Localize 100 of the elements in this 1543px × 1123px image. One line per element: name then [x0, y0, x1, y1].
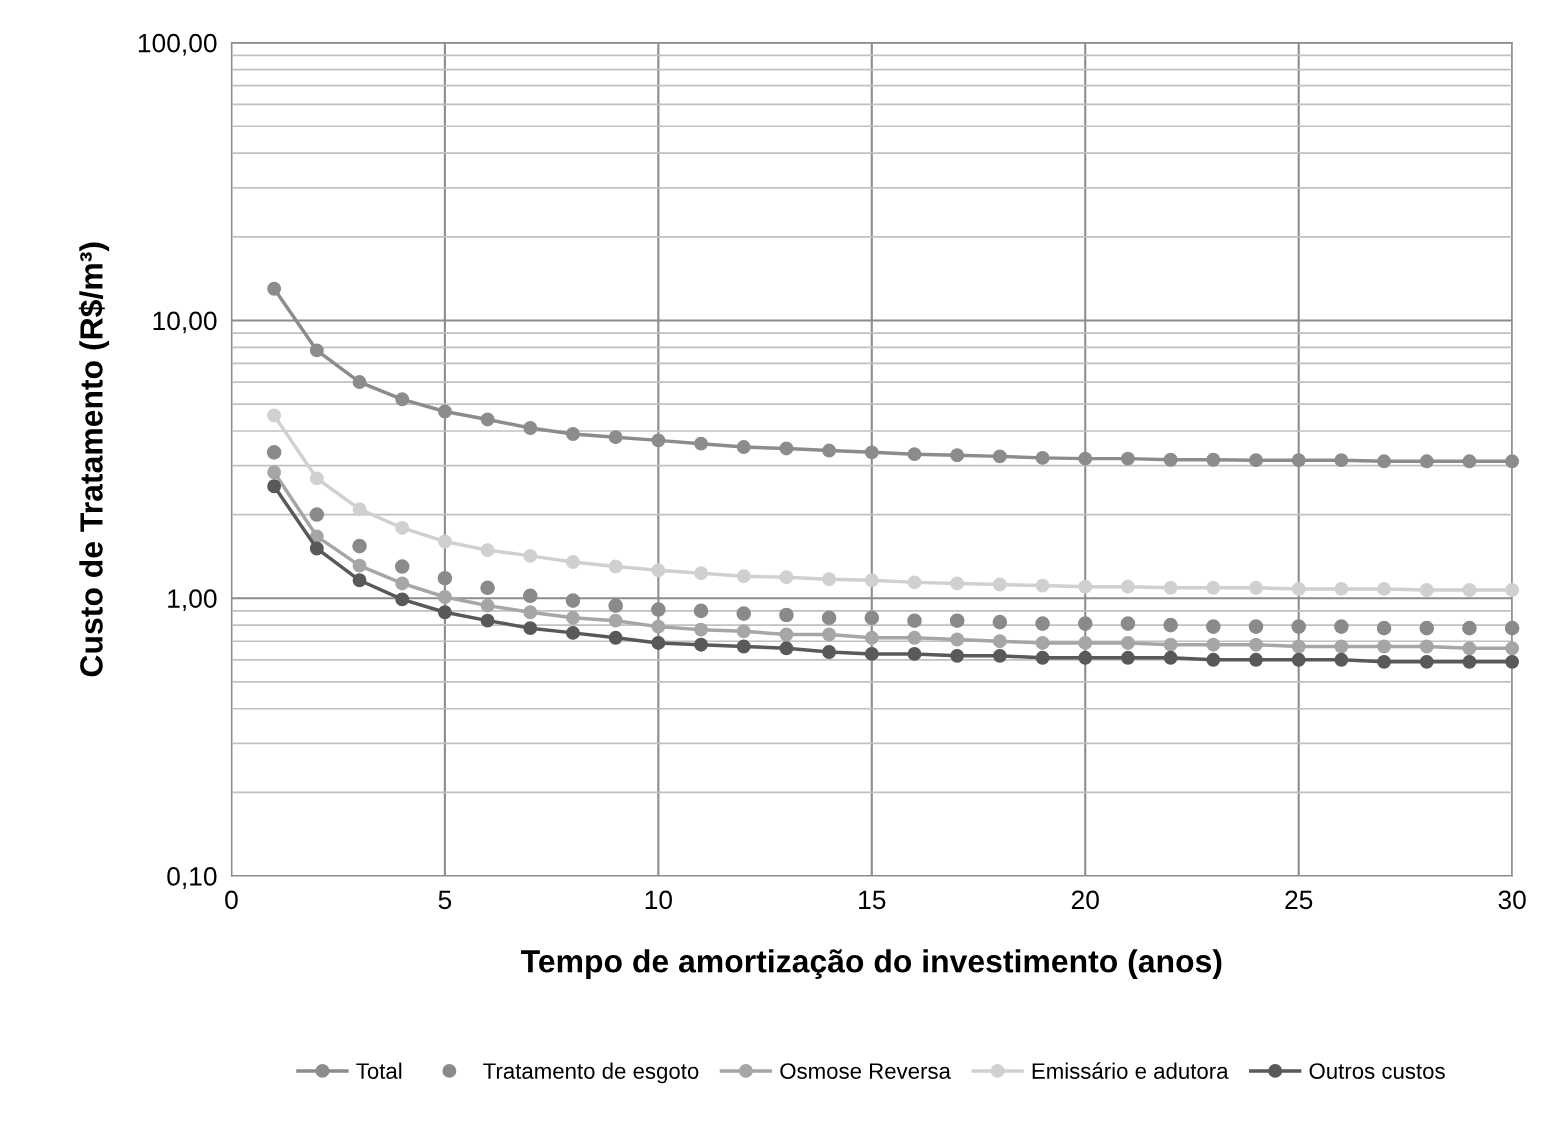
x-tick-label: 20	[1071, 890, 1099, 910]
point	[267, 408, 282, 423]
point	[736, 639, 751, 654]
point	[1249, 580, 1263, 595]
point	[992, 614, 1008, 630]
point	[352, 538, 367, 554]
point	[1291, 581, 1306, 596]
point	[907, 575, 922, 590]
point	[1419, 583, 1434, 597]
point	[1120, 616, 1136, 631]
point	[1377, 581, 1392, 596]
point	[1462, 620, 1477, 636]
x-tick-label: 30	[1498, 890, 1526, 910]
point	[907, 447, 922, 462]
x-tick-label: 25	[1285, 890, 1313, 910]
point	[1505, 583, 1520, 597]
point	[992, 648, 1007, 663]
point	[309, 343, 324, 358]
point	[1462, 454, 1477, 469]
point	[1078, 650, 1093, 665]
point	[1504, 620, 1520, 636]
point	[693, 603, 709, 619]
point	[651, 619, 666, 634]
point	[1078, 579, 1093, 594]
point	[950, 576, 965, 591]
legend-label: Osmose Reversa	[780, 1063, 951, 1079]
point	[822, 443, 837, 458]
y-tick-label: 100,00	[138, 33, 217, 56]
point	[1462, 654, 1477, 669]
point	[1419, 454, 1434, 469]
point	[822, 645, 837, 659]
point	[864, 445, 879, 460]
point	[1291, 639, 1306, 654]
point	[1377, 654, 1392, 669]
point	[267, 479, 282, 494]
point	[608, 630, 623, 645]
point	[736, 440, 751, 455]
point	[267, 465, 282, 480]
point	[779, 607, 794, 623]
point	[822, 572, 837, 587]
y-tick-label: 1,00	[168, 589, 217, 612]
point	[779, 627, 794, 642]
point	[907, 646, 922, 661]
point	[1505, 654, 1520, 669]
point	[1377, 639, 1392, 654]
point	[779, 570, 794, 585]
point	[437, 570, 453, 586]
point	[1505, 454, 1520, 469]
point	[1419, 620, 1435, 636]
point	[779, 441, 794, 456]
point	[1078, 451, 1093, 466]
point	[566, 610, 580, 625]
point	[565, 593, 581, 608]
point	[395, 392, 410, 407]
point	[1462, 641, 1477, 656]
point	[694, 622, 708, 637]
point	[694, 566, 708, 581]
point	[651, 636, 666, 650]
point	[864, 573, 879, 588]
legend-label: Total	[356, 1062, 402, 1079]
point	[1163, 650, 1178, 665]
point	[566, 427, 580, 441]
point	[736, 606, 752, 621]
point	[1334, 619, 1349, 634]
point	[1377, 454, 1392, 469]
point	[523, 605, 538, 620]
point	[1035, 616, 1050, 631]
point	[1120, 451, 1135, 466]
point	[1462, 583, 1477, 597]
point	[1206, 580, 1221, 595]
point	[1120, 650, 1135, 665]
point	[992, 577, 1007, 592]
point	[1419, 654, 1434, 669]
point	[950, 448, 965, 463]
point	[267, 281, 282, 296]
x-tick-label: 10	[645, 890, 672, 910]
point	[523, 548, 538, 563]
x-tick-label: 0	[225, 890, 238, 910]
point	[1291, 619, 1306, 634]
point	[736, 569, 751, 584]
legend-label: Outros custos	[1309, 1063, 1445, 1079]
point	[651, 602, 666, 617]
x-tick-label: 5	[438, 890, 452, 910]
point	[1334, 453, 1349, 468]
point	[1035, 650, 1050, 665]
point	[1206, 652, 1221, 667]
point	[651, 433, 666, 448]
point	[352, 375, 367, 389]
point	[395, 592, 410, 607]
point	[608, 598, 623, 613]
point	[480, 543, 495, 558]
point	[1248, 619, 1264, 634]
point	[1376, 620, 1392, 636]
point	[1077, 616, 1093, 631]
point	[864, 646, 879, 661]
point	[950, 648, 965, 663]
y-axis-title: Custo de Tratamento (R$/m³)	[78, 242, 110, 677]
point	[1206, 452, 1221, 467]
point	[437, 404, 452, 419]
point	[1035, 578, 1050, 593]
